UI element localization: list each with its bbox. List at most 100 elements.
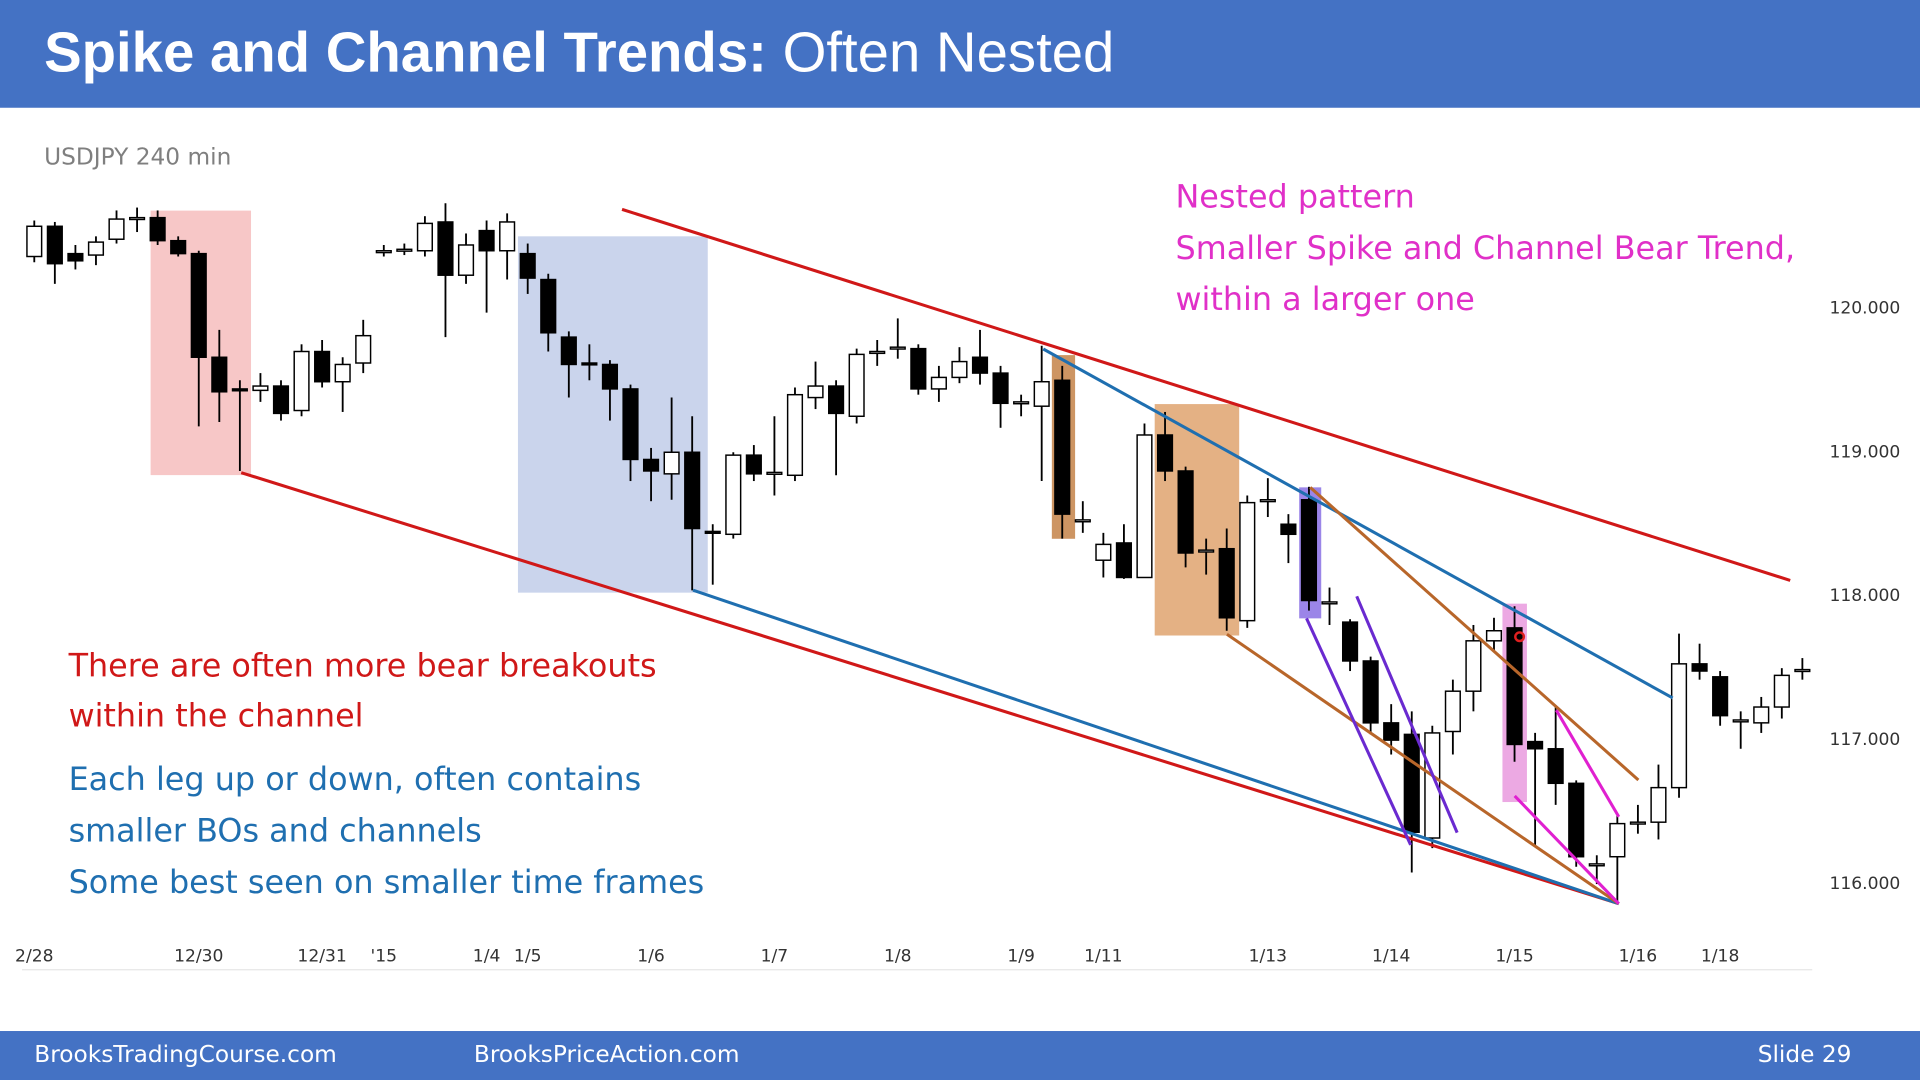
candle-body bbox=[828, 385, 845, 415]
candle-body bbox=[951, 360, 968, 379]
candle-body bbox=[1403, 733, 1420, 833]
candle-body bbox=[46, 225, 63, 265]
candle-body bbox=[1465, 640, 1482, 692]
candle-body bbox=[560, 336, 577, 366]
candle-body bbox=[1753, 706, 1770, 724]
annotation: Smaller Spike and Channel Bear Trend, bbox=[1176, 229, 1796, 267]
candle-body bbox=[1670, 663, 1688, 789]
footer-link: BrooksTradingCourse.com bbox=[34, 1041, 337, 1068]
candle-body bbox=[190, 252, 207, 358]
candle-body bbox=[663, 451, 680, 475]
candle-body bbox=[499, 221, 516, 252]
candle-body bbox=[211, 356, 228, 393]
candle-body bbox=[1074, 519, 1091, 523]
trend-line bbox=[1555, 709, 1621, 818]
x-tick-label: 1/15 bbox=[1495, 946, 1533, 966]
trend-line bbox=[621, 207, 1791, 582]
candle-body bbox=[807, 385, 824, 399]
candle-body bbox=[642, 458, 660, 472]
candle-body bbox=[293, 350, 310, 412]
nested-note: Nested pattern Smaller Spike and Channel… bbox=[1176, 177, 1796, 318]
candle-body bbox=[1177, 470, 1194, 554]
candle-body bbox=[457, 244, 475, 276]
candle-body bbox=[1280, 523, 1297, 536]
candle-body bbox=[314, 350, 331, 383]
marker bbox=[1514, 631, 1526, 643]
slide-title: Spike and Channel Trends: Often Nested bbox=[44, 20, 1114, 83]
y-tick-label: 117.000 bbox=[1829, 730, 1900, 750]
candle-body bbox=[1691, 663, 1708, 672]
x-tick-label: 1/13 bbox=[1249, 946, 1287, 966]
trend-line bbox=[240, 471, 1620, 906]
x-tick-label: 2/28 bbox=[15, 946, 53, 966]
x-tick-label: '15 bbox=[371, 946, 398, 966]
trend-line bbox=[1042, 347, 1674, 700]
candle-body bbox=[848, 353, 865, 418]
candle-body bbox=[1712, 676, 1729, 717]
y-tick-label: 118.000 bbox=[1829, 586, 1900, 606]
candle-body bbox=[1732, 719, 1749, 723]
candle-body bbox=[1259, 499, 1276, 503]
candle-body bbox=[1341, 621, 1359, 662]
candle-body bbox=[1054, 379, 1071, 515]
candle-body bbox=[170, 239, 187, 255]
trend-line bbox=[1305, 617, 1413, 846]
trend-line bbox=[1513, 794, 1620, 905]
x-tick-label: 1/16 bbox=[1619, 946, 1657, 966]
candle-body bbox=[355, 334, 372, 364]
x-tick-label: 1/6 bbox=[637, 946, 665, 966]
x-tick-label: 1/7 bbox=[761, 946, 789, 966]
candle-body bbox=[1115, 542, 1133, 579]
slide-number: Slide 29 bbox=[1758, 1041, 1852, 1068]
x-tick-label: 1/8 bbox=[884, 946, 912, 966]
candle-body bbox=[149, 216, 166, 242]
candle-body bbox=[231, 388, 248, 392]
candle-body bbox=[704, 530, 721, 534]
trend-line bbox=[1309, 486, 1640, 782]
annotation: Each leg up or down, often contains bbox=[69, 760, 642, 798]
annotation: within a larger one bbox=[1176, 280, 1475, 318]
candle-body bbox=[128, 216, 146, 221]
candle-body bbox=[1588, 863, 1605, 867]
candle-body bbox=[26, 225, 43, 258]
candle-body bbox=[725, 454, 742, 536]
candle-body bbox=[1773, 674, 1790, 708]
candle-body bbox=[1033, 380, 1050, 407]
header-bar bbox=[0, 0, 1920, 108]
candle-body bbox=[540, 278, 557, 334]
candle-body bbox=[1300, 499, 1318, 602]
candle-body bbox=[1095, 543, 1112, 561]
footer-bar bbox=[0, 1031, 1920, 1080]
candle-body bbox=[478, 229, 495, 252]
candle-body bbox=[1444, 690, 1461, 733]
trend-line bbox=[692, 588, 1620, 906]
candle-body bbox=[437, 221, 454, 276]
candle-body bbox=[766, 471, 783, 475]
candle-body bbox=[581, 362, 598, 366]
candle-body bbox=[601, 363, 619, 390]
annotation: There are often more bear breakouts bbox=[68, 646, 657, 684]
candle-body bbox=[930, 376, 947, 390]
candle-body bbox=[87, 241, 105, 256]
y-tick-label: 116.000 bbox=[1829, 874, 1900, 894]
footer-link: BrooksPriceAction.com bbox=[474, 1041, 740, 1068]
candle-body bbox=[1321, 601, 1338, 605]
x-tick-label: 1/5 bbox=[514, 946, 542, 966]
x-tick-label: 1/14 bbox=[1372, 946, 1410, 966]
candle-body bbox=[971, 356, 989, 374]
candle-body bbox=[334, 363, 351, 383]
annotation: Some best seen on smaller time frames bbox=[69, 863, 705, 901]
candle-body bbox=[1527, 740, 1544, 750]
candle-body bbox=[396, 248, 413, 252]
y-tick-label: 120.000 bbox=[1829, 298, 1900, 318]
candle-body bbox=[745, 454, 762, 475]
candle-body bbox=[1383, 722, 1400, 741]
candle-body bbox=[622, 388, 639, 461]
annotation: smaller BOs and channels bbox=[69, 812, 482, 850]
x-tick-label: 12/30 bbox=[174, 946, 223, 966]
candle-body bbox=[1156, 434, 1174, 472]
candle-body bbox=[1506, 627, 1523, 746]
title-bold: Spike and Channel Trends: bbox=[44, 20, 767, 83]
